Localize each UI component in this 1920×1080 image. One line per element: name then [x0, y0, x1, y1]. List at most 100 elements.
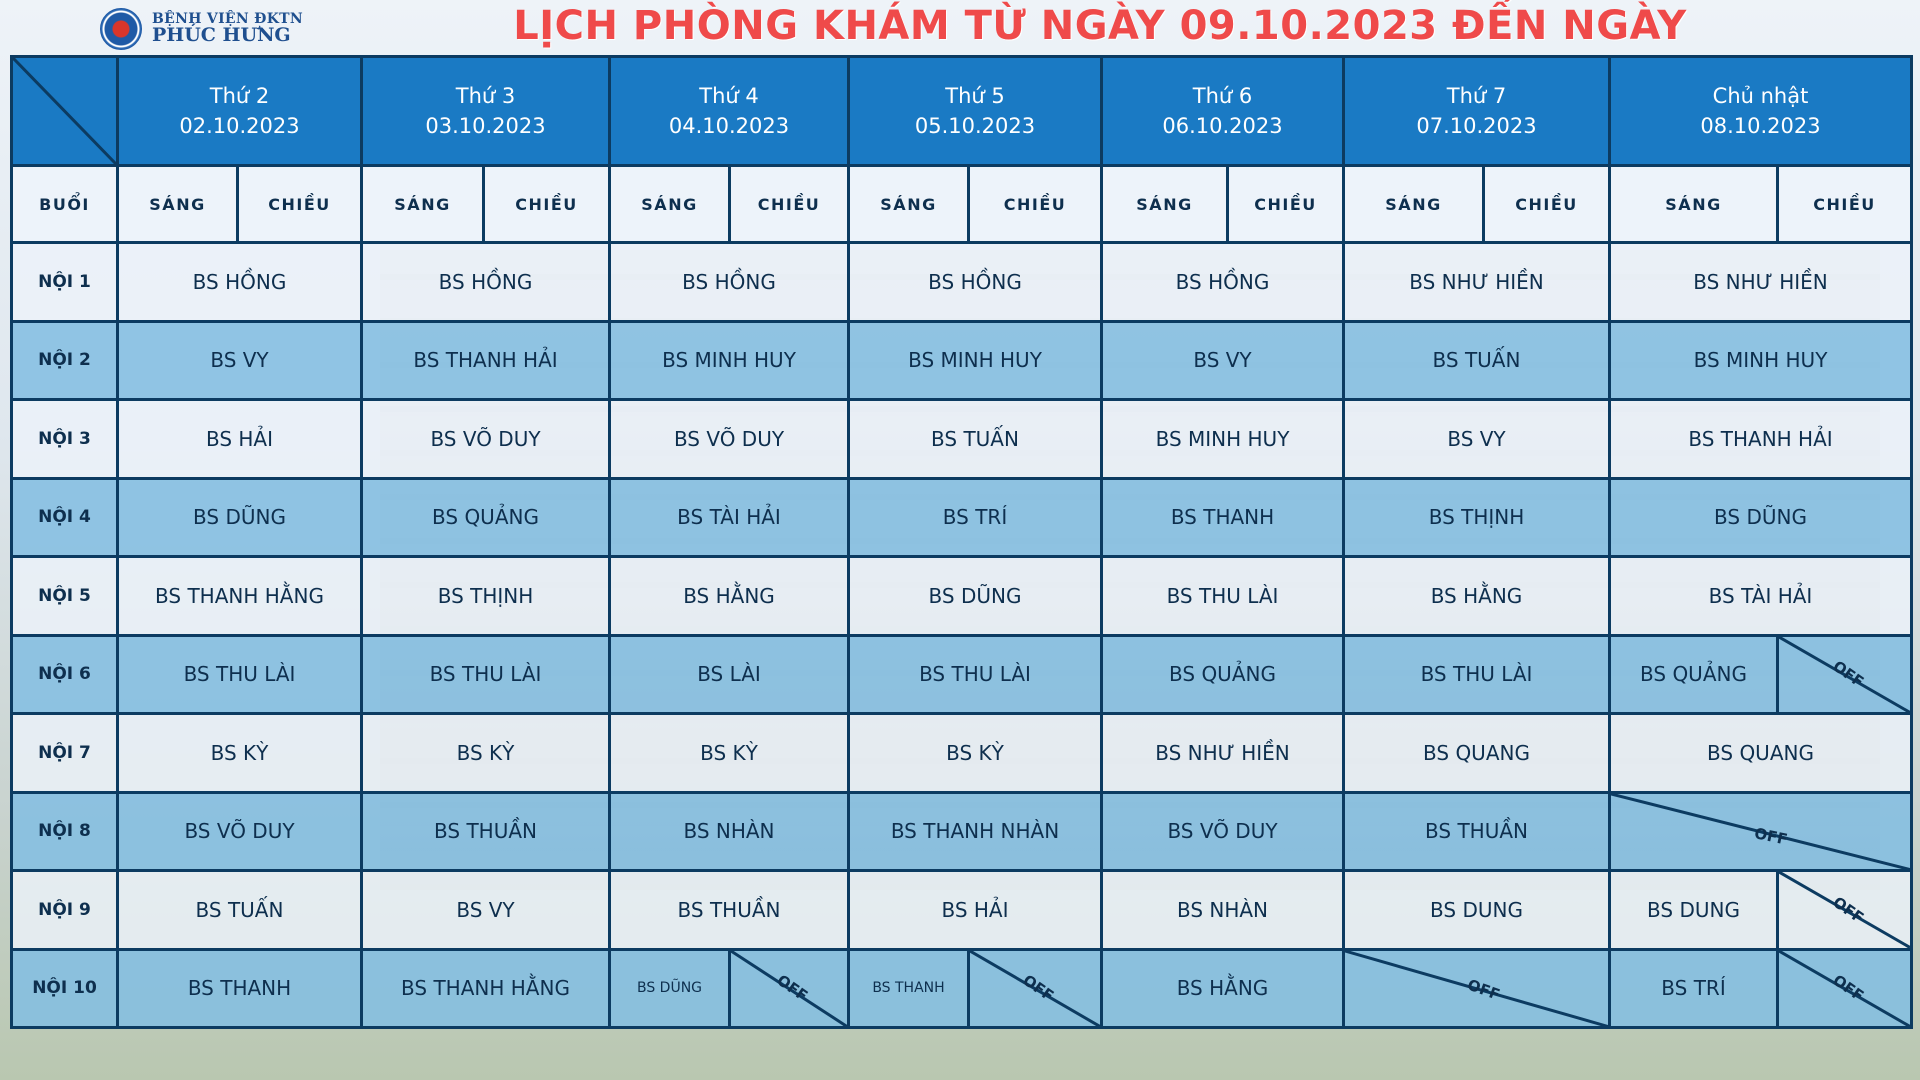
schedule-cell: BS TUẤN: [116, 869, 363, 951]
shift-afternoon: CHIỀU: [1482, 164, 1611, 244]
schedule-cell: BS HẢI: [847, 869, 1103, 951]
schedule-cell: BS THANH NHÀN: [847, 790, 1103, 872]
schedule-cell: BS TÀI HẢI: [608, 476, 850, 558]
schedule-cell: BS KỲ: [116, 712, 363, 794]
shift-afternoon: CHIỀU: [482, 164, 611, 244]
schedule-cell: BS DŨNG: [608, 947, 731, 1029]
schedule-cell: BS VY: [360, 869, 611, 951]
schedule-cell: BS NHƯ HIỀN: [1100, 712, 1345, 794]
schedule-cell: BS VY: [1100, 319, 1345, 401]
schedule-cell: BS VÕ DUY: [360, 398, 611, 480]
schedule-cell: BS QUẢNG: [360, 476, 611, 558]
schedule-cell: BS HỒNG: [608, 241, 850, 323]
page-title: LỊCH PHÒNG KHÁM TỪ NGÀY 09.10.2023 ĐẾN N…: [513, 3, 1687, 97]
schedule-cell: BS THANH HẰNG: [360, 947, 611, 1029]
off-cell: OFF: [1342, 947, 1611, 1029]
off-cell: OFF: [1776, 869, 1913, 951]
schedule-cell: BS THU LÀI: [360, 633, 611, 715]
day-header-tue: Thứ 3 03.10.2023: [360, 55, 611, 167]
schedule-cell: BS DŨNG: [847, 555, 1103, 637]
schedule-cell: BS TÀI HẢI: [1608, 555, 1913, 637]
schedule-cell: BS HỒNG: [360, 241, 611, 323]
logo-line2: PHÚC HƯNG: [152, 24, 291, 47]
schedule-row: NỘI 2 BS VY BS THANH HẢI BS MINH HUY BS …: [10, 319, 1913, 401]
shift-morning: SÁNG: [1100, 164, 1229, 244]
schedule-cell: BS THANH HẢI: [1608, 398, 1913, 480]
off-cell: OFF: [967, 947, 1103, 1029]
header: BỆNH VIỆN ĐKTN PHÚC HƯNG LỊCH PHÒNG KHÁM…: [0, 0, 1920, 97]
schedule-row: NỘI 10 BS THANH BS THANH HẰNG BS DŨNG OF…: [10, 947, 1913, 1029]
schedule-cell: BS MINH HUY: [847, 319, 1103, 401]
schedule-cell: BS QUẢNG: [1608, 633, 1779, 715]
schedule-cell: BS NHƯ HIỀN: [1608, 241, 1913, 323]
row-label: NỘI 7: [10, 712, 119, 794]
shift-afternoon: CHIỀU: [1776, 164, 1913, 244]
shift-afternoon: CHIỀU: [967, 164, 1103, 244]
schedule-cell: BS HỒNG: [1100, 241, 1345, 323]
schedule-cell: BS THU LÀI: [116, 633, 363, 715]
shift-morning: SÁNG: [608, 164, 731, 244]
shift-afternoon: CHIỀU: [1226, 164, 1345, 244]
shift-morning: SÁNG: [1342, 164, 1485, 244]
off-cell: OFF: [1608, 790, 1913, 872]
schedule-table: Thứ 2 02.10.2023 Thứ 3 03.10.2023 Thứ 4 04.…: [10, 55, 1913, 1029]
shift-afternoon: CHIỀU: [728, 164, 850, 244]
schedule-row: NỘI 9 BS TUẤN BS VY BS THUẦN BS HẢI BS N…: [10, 869, 1913, 951]
schedule-cell: BS HẢI: [116, 398, 363, 480]
shift-afternoon: CHIỀU: [236, 164, 363, 244]
schedule-cell: BS TRÍ: [847, 476, 1103, 558]
hospital-logo-icon: [100, 8, 142, 50]
schedule-cell: BS NHƯ HIỀN: [1342, 241, 1611, 323]
schedule-cell: BS TRÍ: [1608, 947, 1779, 1029]
hospital-logo: BỆNH VIỆN ĐKTN PHÚC HƯNG: [100, 8, 303, 50]
day-header-sun: Chủ nhật 08.10.2023: [1608, 55, 1913, 167]
schedule-cell: BS HỒNG: [847, 241, 1103, 323]
shift-morning: SÁNG: [116, 164, 239, 244]
schedule-cell: BS THANH: [847, 947, 970, 1029]
schedule-cell: BS NHÀN: [1100, 869, 1345, 951]
schedule-cell: BS HỒNG: [116, 241, 363, 323]
schedule-cell: BS LÀI: [608, 633, 850, 715]
schedule-cell: BS THANH: [116, 947, 363, 1029]
schedule-cell: BS THU LÀI: [1342, 633, 1611, 715]
schedule-cell: BS DUNG: [1608, 869, 1779, 951]
schedule-cell: BS VÕ DUY: [1100, 790, 1345, 872]
shift-morning: SÁNG: [847, 164, 970, 244]
schedule-cell: BS DŨNG: [116, 476, 363, 558]
row-label: NỘI 4: [10, 476, 119, 558]
schedule-cell: BS KỲ: [608, 712, 850, 794]
day-header-sat: Thứ 7 07.10.2023: [1342, 55, 1611, 167]
off-cell: OFF: [1776, 947, 1913, 1029]
schedule-cell: BS QUANG: [1342, 712, 1611, 794]
schedule-cell: BS THUẦN: [360, 790, 611, 872]
schedule-cell: BS THANH HẰNG: [116, 555, 363, 637]
day-header-thu: Thứ 5 05.10.2023: [847, 55, 1103, 167]
row-label: NỘI 8: [10, 790, 119, 872]
schedule-cell: BS DUNG: [1342, 869, 1611, 951]
schedule-cell: BS VY: [1342, 398, 1611, 480]
schedule-cell: BS MINH HUY: [1608, 319, 1913, 401]
schedule-cell: BS HẰNG: [608, 555, 850, 637]
schedule-cell: BS MINH HUY: [1100, 398, 1345, 480]
schedule-cell: BS THANH HẢI: [360, 319, 611, 401]
schedule-cell: BS THU LÀI: [847, 633, 1103, 715]
schedule-row: NỘI 5 BS THANH HẰNG BS THỊNH BS HẰNG BS …: [10, 555, 1913, 637]
row-label: NỘI 5: [10, 555, 119, 637]
schedule-cell: BS KỲ: [847, 712, 1103, 794]
schedule-cell: BS VY: [116, 319, 363, 401]
row-label: NỘI 2: [10, 319, 119, 401]
schedule-cell: BS TUẤN: [1342, 319, 1611, 401]
schedule-row: NỘI 6 BS THU LÀI BS THU LÀI BS LÀI BS TH…: [10, 633, 1913, 715]
day-header-fri: Thứ 6 06.10.2023: [1100, 55, 1345, 167]
logo-line1: BỆNH VIỆN ĐKTN: [152, 10, 303, 27]
schedule-cell: BS THỊNH: [360, 555, 611, 637]
schedule-cell: BS HẰNG: [1100, 947, 1345, 1029]
schedule-cell: BS THANH: [1100, 476, 1345, 558]
schedule-row: NỘI 8 BS VÕ DUY BS THUẦN BS NHÀN BS THAN…: [10, 790, 1913, 872]
schedule-cell: BS KỲ: [360, 712, 611, 794]
shift-morning: SÁNG: [360, 164, 485, 244]
schedule-cell: BS THU LÀI: [1100, 555, 1345, 637]
schedule-cell: BS VÕ DUY: [116, 790, 363, 872]
off-cell: OFF: [728, 947, 850, 1029]
schedule-row: NỘI 3 BS HẢI BS VÕ DUY BS VÕ DUY BS TUẤN…: [10, 398, 1913, 480]
